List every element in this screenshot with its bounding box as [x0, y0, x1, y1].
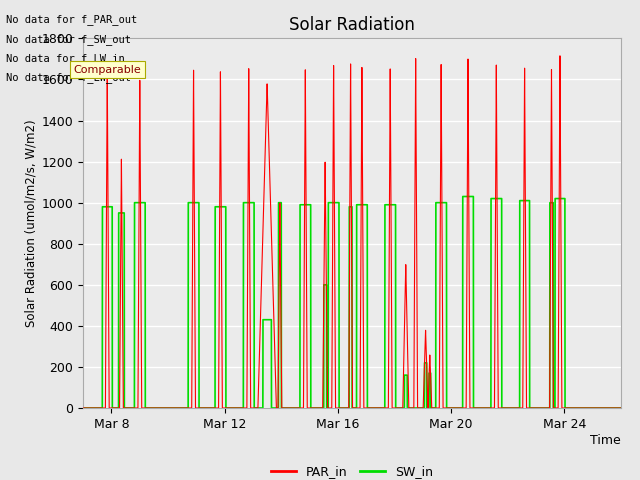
- Text: No data for f_LW_in: No data for f_LW_in: [6, 53, 125, 64]
- X-axis label: Time: Time: [590, 433, 621, 446]
- Y-axis label: Solar Radiation (umol/m2/s, W/m2): Solar Radiation (umol/m2/s, W/m2): [24, 120, 37, 327]
- Title: Solar Radiation: Solar Radiation: [289, 16, 415, 34]
- Text: Comparable: Comparable: [74, 65, 141, 75]
- Text: No data for f_LW_out: No data for f_LW_out: [6, 72, 131, 83]
- Legend: PAR_in, SW_in: PAR_in, SW_in: [266, 460, 438, 480]
- Text: No data for f_PAR_out: No data for f_PAR_out: [6, 14, 138, 25]
- Text: No data for f_SW_out: No data for f_SW_out: [6, 34, 131, 45]
